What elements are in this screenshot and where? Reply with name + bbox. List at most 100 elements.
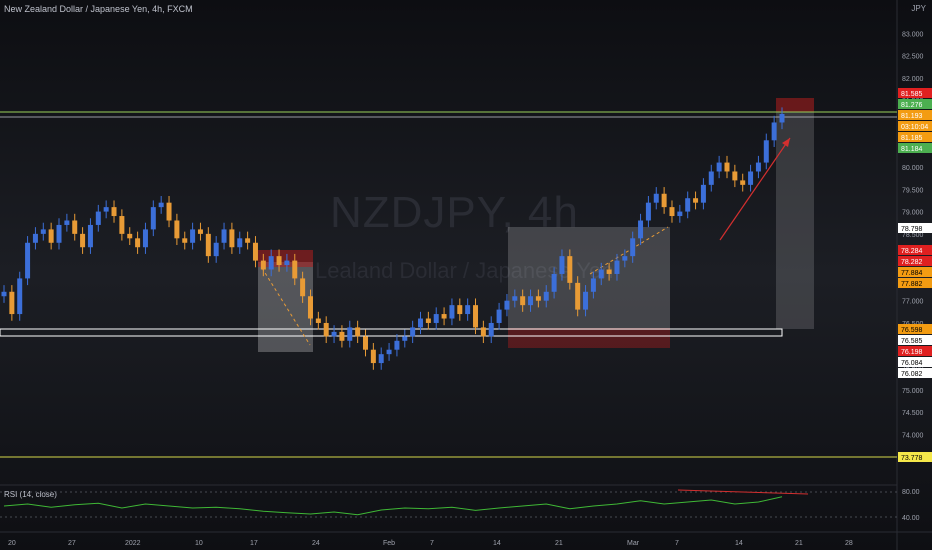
symbol-watermark: NZDJPY, 4h — [330, 188, 579, 237]
zone-box-3 — [776, 112, 814, 329]
y-tick-label: 75.000 — [902, 388, 924, 395]
candle-body — [528, 296, 534, 306]
candle-body — [197, 229, 203, 234]
candle-body — [378, 354, 384, 364]
x-tick-label: Mar — [627, 540, 640, 547]
candle-body — [763, 140, 769, 163]
candle-body — [661, 193, 667, 208]
y-tick-label: 82.000 — [902, 76, 924, 83]
candle-body — [638, 220, 644, 239]
x-tick-label: 27 — [68, 540, 76, 547]
candle-body — [394, 340, 400, 350]
candle-body — [614, 260, 620, 274]
candle-body — [221, 229, 227, 243]
price-label: 81.185 — [901, 135, 923, 142]
x-tick-label: 14 — [735, 540, 743, 547]
price-label-bg — [898, 99, 932, 109]
price-label-bg — [898, 223, 932, 233]
candle-body — [174, 220, 180, 239]
x-tick-label: 21 — [795, 540, 803, 547]
y-tick-label: 79.000 — [902, 210, 924, 217]
candle-body — [708, 171, 714, 185]
candle-body — [229, 229, 235, 248]
candle-body — [150, 207, 156, 230]
rsi-label: RSI (14, close) — [4, 490, 57, 499]
rsi-tick-80: 80.00 — [902, 489, 920, 496]
x-tick-label: Feb — [383, 540, 395, 547]
candle-body — [488, 322, 494, 337]
candle-body — [56, 224, 62, 243]
candle-body — [465, 305, 471, 315]
y-tick-label: 82.500 — [902, 54, 924, 61]
candle-body — [300, 278, 306, 297]
candle-body — [512, 296, 518, 301]
candle-body — [449, 305, 455, 319]
candle-body — [535, 296, 541, 301]
candle-body — [685, 198, 691, 212]
candle-body — [307, 296, 313, 319]
candle-body — [425, 318, 431, 323]
y-tick-label: 74.000 — [902, 432, 924, 439]
price-label: 73.778 — [901, 455, 923, 462]
candle-body — [135, 238, 141, 248]
candle-body — [284, 260, 290, 266]
candle-body — [252, 242, 258, 261]
candle-body — [583, 291, 589, 310]
candle-body — [653, 193, 659, 203]
candle-body — [748, 171, 754, 185]
price-label-bg — [898, 245, 932, 255]
candle-body — [276, 256, 282, 266]
x-tick-label: 7 — [430, 540, 434, 547]
candle-body — [362, 336, 368, 350]
support-box[interactable] — [0, 328, 783, 337]
candle-body — [677, 211, 683, 217]
candle-body — [339, 331, 345, 341]
price-label: 78.284 — [901, 248, 923, 255]
y-tick-label: 74.500 — [902, 410, 924, 417]
x-tick-label: 21 — [555, 540, 563, 547]
price-label-bg — [898, 121, 932, 131]
candle-body — [87, 224, 93, 248]
trend-arrow-head — [782, 138, 790, 147]
candle-body — [142, 229, 148, 248]
zone-red-3 — [776, 98, 814, 112]
x-tick-label: 2022 — [125, 540, 141, 547]
rsi-divergence-line — [677, 489, 809, 495]
candle-body — [111, 207, 117, 217]
candle-body — [182, 238, 188, 243]
rsi-tick-40: 40.00 — [902, 515, 920, 522]
candle-body — [559, 256, 565, 274]
candle-body — [732, 171, 738, 181]
price-label-bg — [898, 368, 932, 378]
candle-body — [410, 327, 416, 337]
candle-body — [315, 318, 321, 323]
candle-body — [9, 291, 15, 315]
candle-body — [355, 327, 361, 337]
price-label: 76.084 — [901, 360, 923, 367]
x-tick-label: 10 — [195, 540, 203, 547]
candle-body — [166, 202, 172, 221]
candle-body — [1, 291, 7, 297]
candle-body — [520, 296, 526, 306]
candle-body — [323, 322, 329, 337]
candle-body — [551, 273, 557, 292]
candle-body — [205, 233, 211, 257]
zone-box-1 — [258, 262, 313, 352]
candle-body — [669, 207, 675, 217]
currency-label: JPY — [911, 4, 926, 13]
price-label: 76.198 — [901, 349, 923, 356]
candle-body — [127, 233, 133, 239]
candle-body — [386, 349, 392, 355]
candle-body — [441, 314, 447, 319]
candle-body — [771, 122, 777, 141]
y-tick-label: 77.000 — [902, 299, 924, 306]
candle-body — [17, 278, 23, 315]
candle-body — [724, 162, 730, 172]
candle-body — [622, 256, 628, 261]
price-label-bg — [898, 452, 932, 462]
rsi-line — [3, 496, 783, 516]
candle-body — [80, 233, 86, 248]
candle-body — [402, 336, 408, 341]
